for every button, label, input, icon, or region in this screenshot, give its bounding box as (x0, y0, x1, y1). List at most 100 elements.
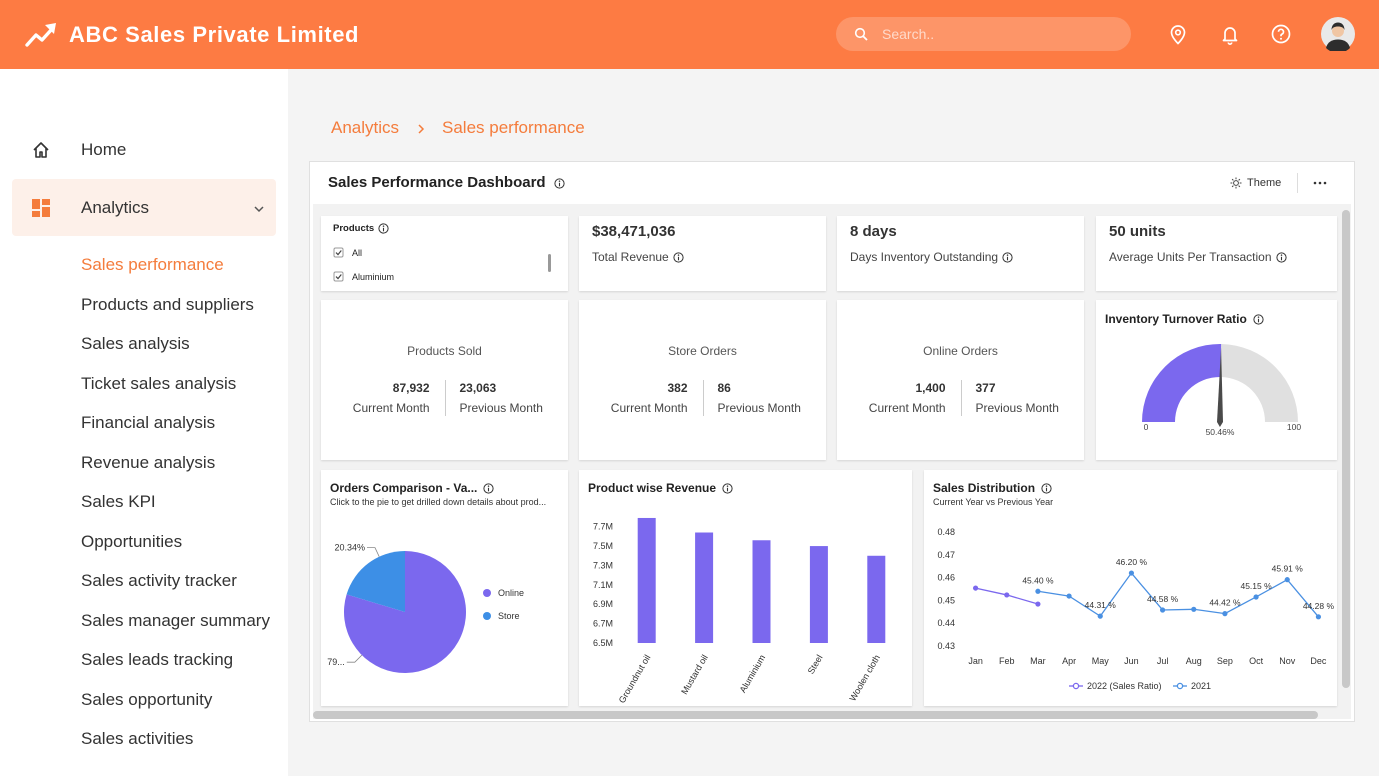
info-icon-part (378, 223, 389, 234)
kpi-label-row: Days Inventory Outstanding (850, 250, 1013, 264)
filter-title: Products (333, 223, 375, 234)
previous-block: 86 Previous Month (718, 381, 801, 415)
comparison-title: Online Orders (923, 344, 998, 358)
submenu-item[interactable]: Sales activity tracker (81, 571, 237, 590)
gauge-card: Inventory Turnover Ratio (1096, 300, 1337, 460)
search-placeholder: Search.. (882, 26, 935, 42)
kpi-card: 8 days Days Inventory Outstanding (837, 216, 1084, 291)
current-label: Current Month (610, 401, 688, 415)
submenu-item[interactable]: Financial analysis (81, 413, 216, 432)
submenu-item[interactable]: Sales performance (81, 255, 224, 274)
checkbox[interactable] (333, 271, 344, 282)
info-icon-part (1006, 253, 1009, 256)
home-icon-part (33, 142, 49, 158)
submenu-item[interactable]: Sales opportunity (81, 689, 213, 709)
notification-icon[interactable] (1220, 24, 1240, 46)
chart-title: Product wise Revenue (588, 481, 717, 495)
avatar[interactable] (1321, 17, 1355, 51)
nav-analytics[interactable]: Analytics (81, 198, 150, 217)
submenu-item[interactable]: Sales leads tracking (81, 650, 234, 669)
previous-block: 23,063 Previous Month (460, 381, 543, 415)
more-menu-part (1323, 181, 1327, 185)
submenu-item[interactable]: Revenue analysis (81, 452, 216, 472)
comparison-card: Store Orders 382 Current Month 86 Previous M… (579, 300, 826, 460)
theme-button[interactable]: Theme (1230, 174, 1281, 192)
comparison-divider (702, 380, 704, 416)
info-icon-part (1257, 315, 1260, 318)
info-icon (1253, 313, 1264, 325)
vertical-scrollbar[interactable] (1342, 210, 1350, 688)
info-icon-part (558, 179, 560, 182)
help-icon[interactable] (1271, 24, 1291, 44)
chevron-down-part (254, 206, 264, 213)
submenu-item[interactable]: Sales manager summary (81, 610, 270, 630)
notification-icon-part (1227, 42, 1233, 45)
submenu-item[interactable]: Sales KPI (81, 492, 156, 511)
info-icon-part (553, 177, 565, 189)
info-icon-part (1002, 251, 1013, 263)
current-value: 87,932 (392, 381, 430, 395)
logo-part (25, 27, 54, 47)
info-icon-part (483, 482, 494, 494)
breadcrumb-item[interactable]: Analytics (331, 118, 400, 137)
submenu-item[interactable]: Ticket sales analysis (81, 373, 237, 393)
search-icon-part (854, 27, 866, 39)
info-icon-part (1045, 484, 1048, 487)
theme-icon-part (1233, 180, 1239, 186)
avatar-part (1331, 22, 1345, 30)
chart-title-row: Product wise Revenue (588, 481, 733, 495)
info-icon (483, 482, 494, 494)
info-icon-part (677, 253, 679, 256)
filter-card: Products All Aluminium (321, 216, 568, 291)
current-value: 382 (667, 381, 688, 395)
analytics-icon-part (42, 207, 50, 217)
previous-label: Previous Month (717, 401, 801, 415)
info-icon-part (1041, 482, 1052, 494)
more-menu[interactable] (1313, 180, 1327, 186)
kpi-label-row: Total Revenue (592, 250, 684, 264)
checkbox-part (333, 271, 344, 282)
submenu-item[interactable]: Opportunities (81, 531, 183, 551)
info-icon (1041, 482, 1052, 494)
comparison-title: Products Sold (407, 344, 482, 358)
location-icon-part (1170, 25, 1186, 45)
home-icon (33, 142, 49, 158)
nav-home[interactable]: Home (81, 140, 127, 159)
comparison-divider (960, 380, 962, 416)
info-icon-part (726, 484, 729, 487)
current-value: 1,400 (915, 381, 946, 395)
horizontal-scrollbar[interactable] (313, 711, 1318, 719)
filter-option-label: Aluminium (352, 271, 395, 282)
chart-title-row: Inventory Turnover Ratio (1105, 312, 1264, 326)
filter-scroll-thumb[interactable] (548, 254, 551, 272)
breadcrumb-separator (418, 124, 425, 134)
chart-subtitle: Current Year vs Previous Year (933, 497, 1054, 507)
info-icon-part (1253, 313, 1264, 325)
nav-analytics-bg[interactable] (12, 179, 276, 236)
app-title: ABC Sales Private Limited (69, 22, 360, 47)
help-icon-part (1277, 28, 1285, 37)
checkbox[interactable] (333, 247, 344, 258)
location-icon[interactable] (1168, 24, 1188, 46)
chevron-down[interactable] (253, 203, 265, 215)
kpi-label: Average Units Per Transaction (1109, 250, 1272, 264)
chart-title: Sales Distribution (933, 481, 1036, 495)
submenu-item[interactable]: Sales analysis (81, 334, 190, 353)
filter-option[interactable]: All (333, 247, 362, 258)
submenu-item[interactable]: Products and suppliers (81, 294, 254, 314)
info-icon (553, 177, 565, 189)
kpi-value: 8 days (850, 223, 897, 240)
info-icon (722, 482, 733, 494)
theme-label: Theme (1247, 177, 1282, 189)
current-block: 87,932 Current Month (353, 381, 430, 415)
current-block: 382 Current Month (611, 381, 688, 415)
checkbox-part (333, 247, 344, 258)
theme-icon-part (1238, 185, 1241, 188)
help-icon-part (1271, 24, 1291, 44)
kpi-card: $38,471,036 Total Revenue (579, 216, 826, 291)
filter-option[interactable]: Aluminium (333, 271, 394, 282)
search-box[interactable]: Search.. (836, 17, 1131, 51)
submenu-item[interactable]: Sales activities (81, 729, 194, 748)
